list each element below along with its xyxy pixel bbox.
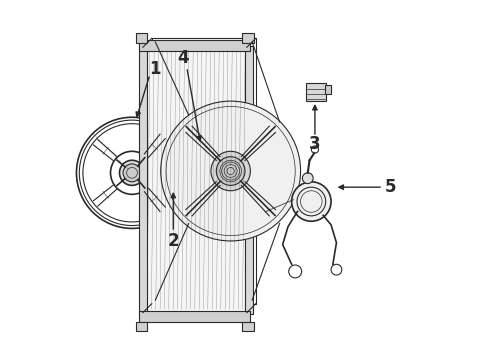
Circle shape [172, 172, 178, 177]
Bar [245, 45, 253, 315]
Circle shape [302, 173, 313, 184]
Bar [306, 83, 326, 101]
Text: 3: 3 [309, 135, 321, 153]
Circle shape [292, 182, 331, 221]
Circle shape [211, 151, 250, 191]
Bar [143, 47, 247, 313]
Circle shape [120, 160, 145, 185]
Circle shape [123, 164, 141, 182]
Text: 5: 5 [385, 178, 396, 196]
FancyBboxPatch shape [243, 322, 254, 331]
Bar [139, 311, 250, 321]
FancyBboxPatch shape [136, 322, 147, 331]
Text: 4: 4 [177, 49, 189, 67]
Circle shape [216, 157, 245, 185]
Bar [325, 85, 331, 94]
FancyBboxPatch shape [243, 33, 254, 42]
Ellipse shape [164, 160, 186, 189]
Text: 1: 1 [149, 60, 161, 78]
Bar [139, 45, 147, 315]
FancyBboxPatch shape [136, 33, 147, 42]
Bar [139, 40, 250, 51]
Text: 2: 2 [168, 232, 179, 250]
Circle shape [161, 101, 300, 241]
